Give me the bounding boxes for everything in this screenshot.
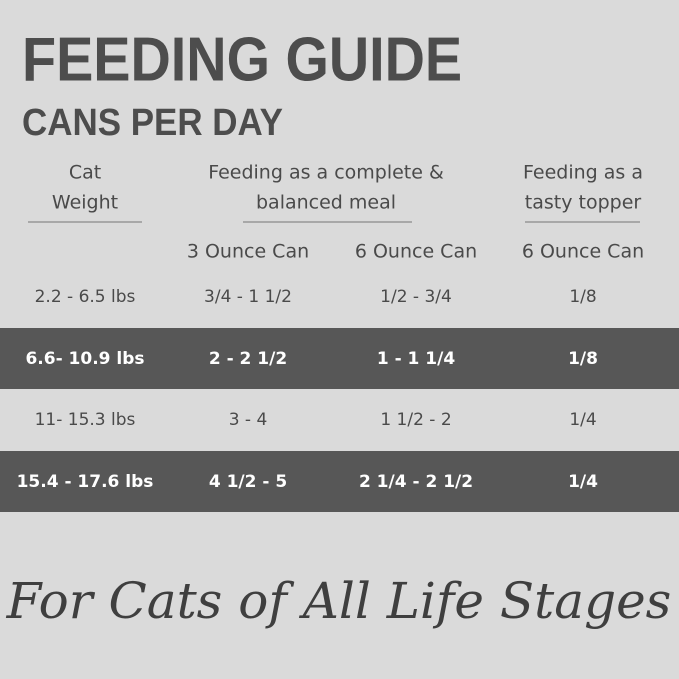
table-row: 15.4 - 17.6 lbs 4 1/2 - 5 2 1/4 - 2 1/2 1/4 — [0, 451, 679, 512]
table-row: 6.6- 10.9 lbs 2 - 2 1/2 1 - 1 1/4 1/8 — [0, 328, 679, 389]
table-cell: 11- 15.3 lbs — [35, 410, 136, 430]
table-row: 11- 15.3 lbs 3 - 4 1 1/2 - 2 1/4 — [35, 410, 597, 430]
table-cell: 2 1/4 - 2 1/2 — [359, 472, 473, 492]
row-band — [0, 328, 679, 389]
table-cell: 3 - 4 — [229, 410, 268, 430]
table-body: 2.2 - 6.5 lbs 3/4 - 1 1/2 1/2 - 3/4 1/86.6-… — [0, 287, 679, 512]
table-cell: 3/4 - 1 1/2 — [204, 287, 292, 307]
group-header: Feeding as a — [523, 162, 643, 184]
subtitle: CANS PER DAY — [22, 101, 283, 144]
table-cell: 15.4 - 17.6 lbs — [17, 472, 154, 492]
table-cell: 1/4 — [568, 472, 598, 492]
tagline: For Cats of All Life Stages — [6, 572, 672, 630]
table-cell: 6.6- 10.9 lbs — [25, 349, 144, 369]
table-cell: 1 1/2 - 2 — [380, 410, 451, 430]
table-cell: 1/4 — [569, 410, 596, 430]
group-header: Cat — [69, 162, 101, 184]
table-cell: 2 - 2 1/2 — [209, 349, 287, 369]
sub-header: 6 Ounce Can — [522, 241, 644, 263]
title: FEEDING GUIDE — [22, 26, 462, 94]
table-cell: 1/8 — [568, 349, 598, 369]
table-cell: 4 1/2 - 5 — [209, 472, 287, 492]
group-header: tasty topper — [525, 192, 642, 214]
table-row: 2.2 - 6.5 lbs 3/4 - 1 1/2 1/2 - 3/4 1/8 — [35, 287, 597, 307]
sub-header: 3 Ounce Can — [187, 241, 309, 263]
table-cell: 1/2 - 3/4 — [380, 287, 452, 307]
group-header: Feeding as a complete & — [208, 162, 444, 184]
table-cell: 1 - 1 1/4 — [377, 349, 456, 369]
group-header: Weight — [52, 192, 118, 214]
row-band — [0, 451, 679, 512]
sub-header: 6 Ounce Can — [355, 241, 477, 263]
table-cell: 1/8 — [569, 287, 596, 307]
group-header: balanced meal — [256, 192, 396, 214]
table-cell: 2.2 - 6.5 lbs — [35, 287, 136, 307]
